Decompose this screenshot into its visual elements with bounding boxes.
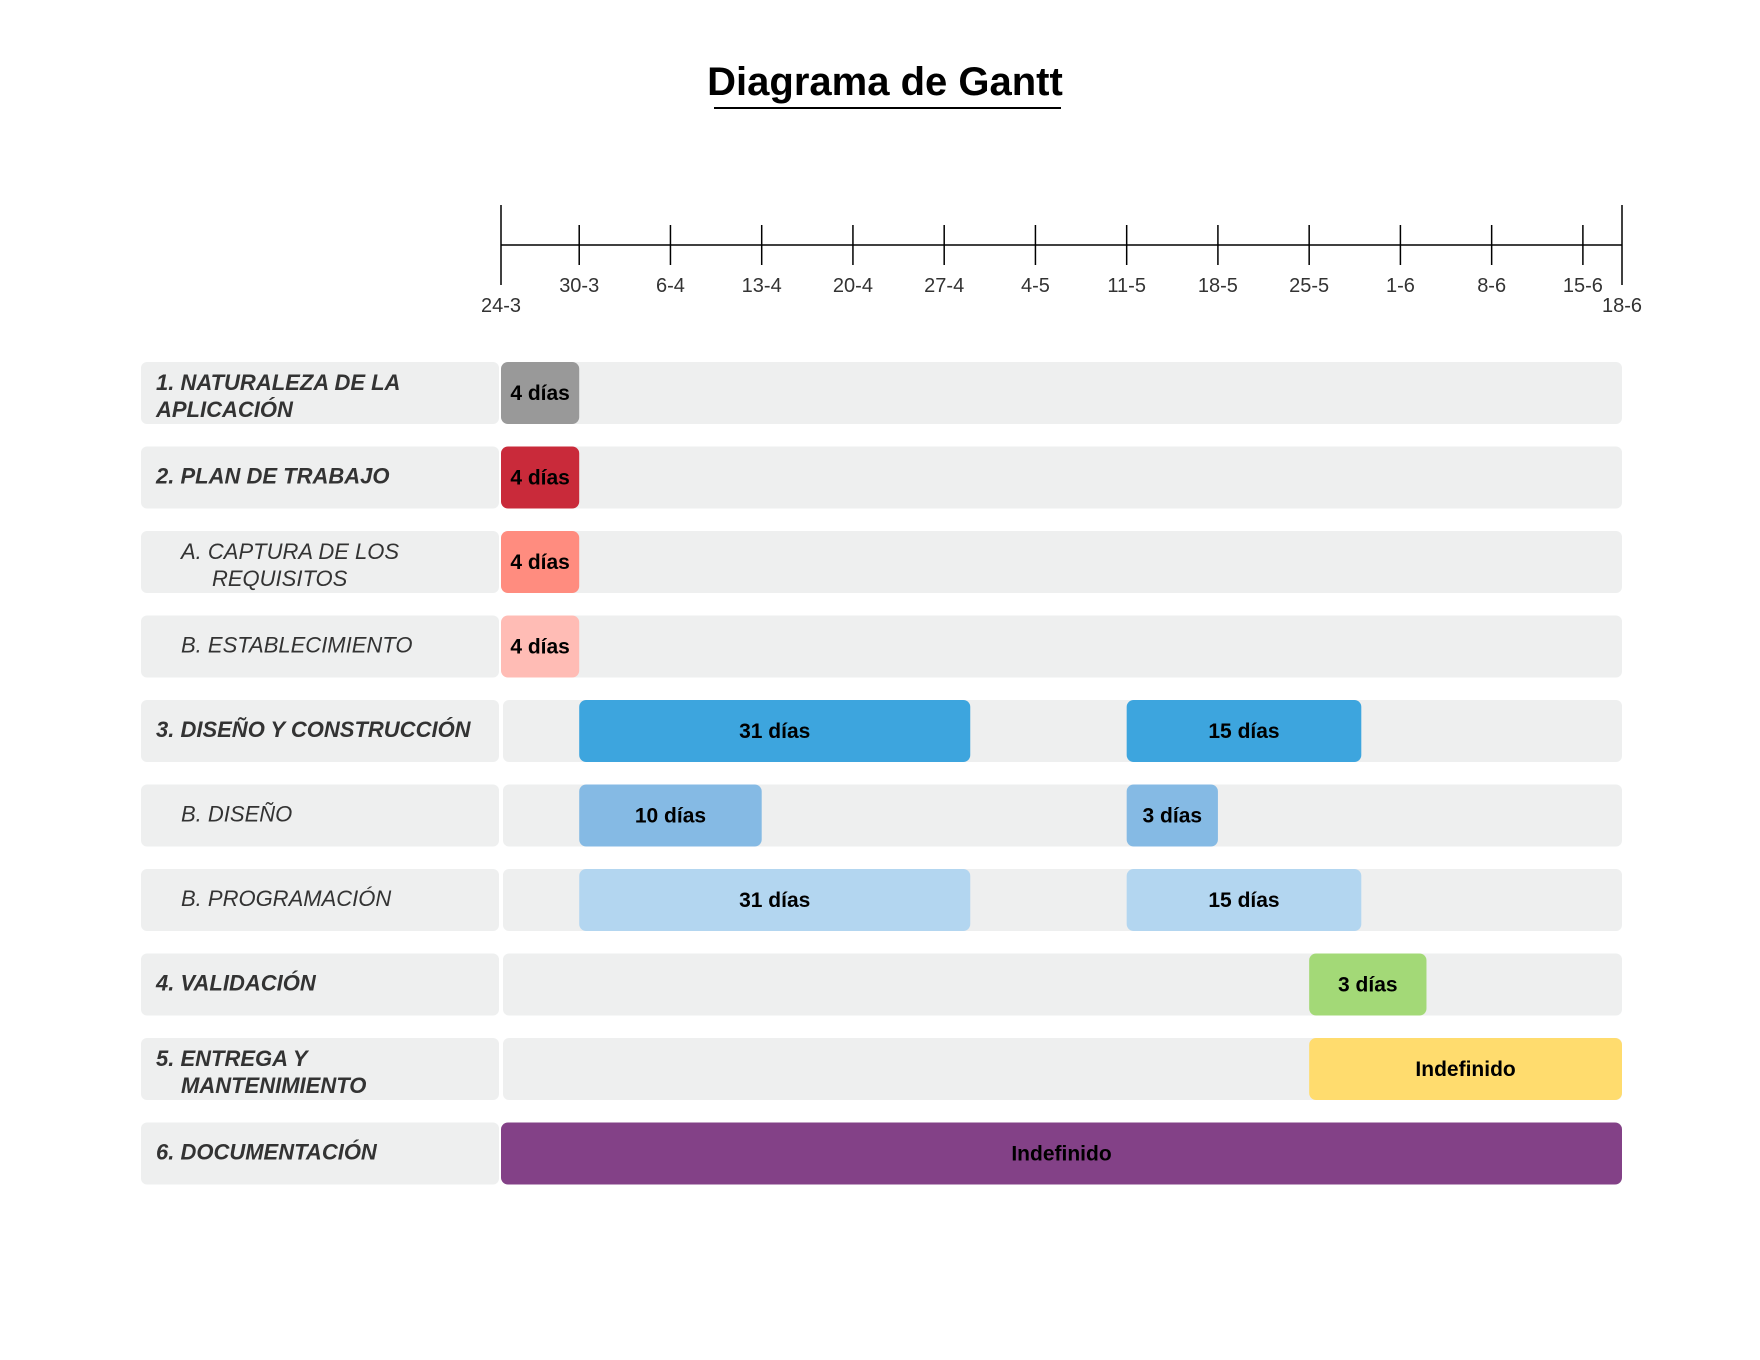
row-label-cell	[141, 531, 499, 593]
bar-duration-label: 3 días	[1338, 974, 1398, 997]
bar-duration-label: 4 días	[510, 382, 570, 405]
task-bar	[501, 615, 580, 678]
task-row: B. DISEÑO 10 días 3 días	[141, 784, 1622, 847]
row-label: 4. VALIDACIÓN	[155, 971, 317, 996]
row-label-cell	[141, 362, 499, 424]
row-label-cell	[141, 869, 499, 931]
task-bar	[579, 869, 971, 931]
time-axis: 24-3 30-3 6-4 13-4 20-4 27-4 4-5 11-5 18-5 25-5 1-…	[481, 205, 1642, 317]
task-bar	[579, 784, 762, 847]
row-label: REQUISITOS	[212, 566, 348, 591]
task-row: 4. VALIDACIÓN 3 días	[141, 953, 1622, 1016]
tick-label: 27-4	[924, 275, 964, 297]
tick-label: 24-3	[481, 295, 521, 317]
row-label: MANTENIMIENTO	[181, 1073, 366, 1098]
title-underline	[714, 107, 1061, 109]
row-label-cell	[141, 953, 499, 1016]
bar-duration-label: 31 días	[739, 720, 810, 743]
row-label: B. PROGRAMACIÓN	[181, 886, 391, 911]
row-label: A. CAPTURA DE LOS	[179, 539, 399, 564]
tick-label: 20-4	[833, 275, 873, 297]
row-label: 3. DISEÑO Y CONSTRUCCIÓN	[156, 717, 472, 742]
tick-label: 18-6	[1602, 295, 1642, 317]
row-track	[503, 446, 1622, 509]
bar-duration-label: 15 días	[1208, 720, 1279, 743]
bar-duration-label: 4 días	[510, 467, 570, 490]
row-label: 2. PLAN DE TRABAJO	[155, 464, 389, 489]
tick-label: 25-5	[1289, 275, 1329, 297]
task-row: 3. DISEÑO Y CONSTRUCCIÓN 31 días 15 días	[141, 700, 1622, 762]
row-track	[503, 784, 1622, 847]
task-bar	[1126, 700, 1362, 762]
bar-duration-label: 15 días	[1208, 889, 1279, 912]
task-bar	[1309, 953, 1427, 1016]
tick-label: 8-6	[1477, 275, 1506, 297]
task-row: 6. DOCUMENTACIÓN Indefinido	[141, 1122, 1622, 1185]
page-title: Diagrama de Gantt	[707, 60, 1063, 104]
row-label: B. ESTABLECIMIENTO	[181, 633, 412, 658]
row-label-cell	[141, 446, 499, 509]
bar-duration-label: 4 días	[510, 551, 570, 574]
task-row: 2. PLAN DE TRABAJO 4 días	[141, 446, 1622, 509]
tick-label: 4-5	[1021, 275, 1050, 297]
row-label: 6. DOCUMENTACIÓN	[156, 1140, 378, 1165]
row-label: 5. ENTREGA Y	[156, 1046, 310, 1071]
row-label-cell	[141, 615, 499, 678]
row-label: APLICACIÓN	[155, 397, 294, 422]
task-bar	[1309, 1038, 1622, 1100]
task-bar	[1126, 869, 1362, 931]
task-bar	[1126, 784, 1218, 847]
row-track	[503, 362, 1622, 424]
task-bar	[501, 1122, 1622, 1185]
task-bar	[501, 446, 580, 509]
bar-duration-label: 10 días	[635, 805, 706, 828]
tick-label: 30-3	[559, 275, 599, 297]
bar-duration-label: 3 días	[1143, 805, 1203, 828]
bar-duration-label: Indefinido	[1415, 1058, 1515, 1081]
row-track	[503, 953, 1622, 1016]
row-label-cell	[141, 784, 499, 847]
bar-duration-label: 4 días	[510, 636, 570, 659]
row-label-cell	[141, 1122, 499, 1185]
tick-label: 1-6	[1386, 275, 1415, 297]
bar-duration-label: 31 días	[739, 889, 810, 912]
tick-label: 6-4	[656, 275, 685, 297]
tick-label: 13-4	[742, 275, 782, 297]
row-label: B. DISEÑO	[181, 802, 292, 827]
row-track	[503, 615, 1622, 678]
bar-duration-label: Indefinido	[1011, 1143, 1111, 1166]
tick-label: 11-5	[1107, 275, 1146, 297]
tick-label: 15-6	[1563, 275, 1603, 297]
task-row: B. ESTABLECIMIENTO 4 días	[141, 615, 1622, 678]
row-label-cell	[141, 1038, 499, 1100]
task-bar	[579, 700, 971, 762]
tick-label: 18-5	[1198, 275, 1238, 297]
task-bar	[501, 362, 580, 424]
row-track	[503, 531, 1622, 593]
task-bar	[501, 531, 580, 593]
row-label: 1. NATURALEZA DE LA	[156, 370, 400, 395]
task-row: B. PROGRAMACIÓN 31 días 15 días	[141, 869, 1622, 931]
row-label-cell	[141, 700, 499, 762]
